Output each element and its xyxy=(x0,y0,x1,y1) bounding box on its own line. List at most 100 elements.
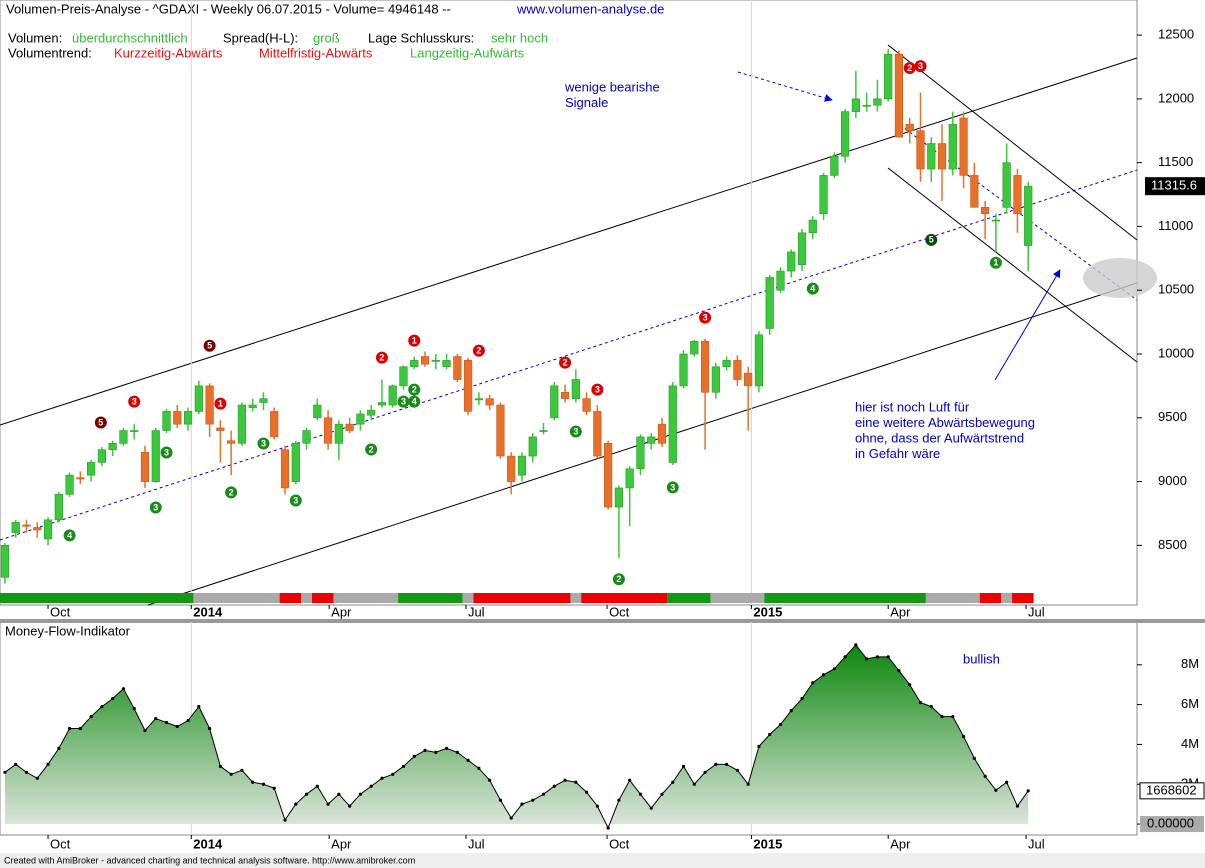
mf-point xyxy=(768,732,772,737)
mf-point xyxy=(757,744,761,749)
mf-point xyxy=(649,806,653,810)
mf-point xyxy=(961,734,966,739)
mf-point xyxy=(100,705,104,709)
x-tick-label: Jul xyxy=(1028,836,1045,851)
mf-point xyxy=(994,788,998,792)
candle-body xyxy=(410,360,419,368)
x-tick-label: 2014 xyxy=(193,836,223,851)
trend-segment xyxy=(764,593,926,603)
annotation-line: ohne, dass der Aufwärtstrend xyxy=(855,430,1024,445)
signal-marker xyxy=(914,60,927,73)
mf-point xyxy=(951,714,955,719)
website-link[interactable]: www.volumen-analyse.de xyxy=(516,1,664,16)
signal-marker xyxy=(160,446,173,459)
candle-body xyxy=(323,417,333,444)
mf-point xyxy=(251,780,255,784)
candle-body xyxy=(151,430,160,482)
candle-body xyxy=(119,430,128,444)
mf-point xyxy=(14,762,18,766)
candle-body xyxy=(54,494,63,521)
mf-point xyxy=(401,764,406,768)
signal-label: 2 xyxy=(412,384,417,394)
signal-label: 3 xyxy=(164,447,169,457)
y-tick-label: 10000 xyxy=(1158,345,1194,360)
candle-body xyxy=(916,130,925,170)
candle-body xyxy=(1013,175,1022,214)
trend-segment xyxy=(279,593,302,603)
candle-body xyxy=(442,360,451,368)
signal-label: 2 xyxy=(907,63,912,73)
candle-body xyxy=(474,398,483,401)
candle-body xyxy=(905,124,914,132)
candle-body xyxy=(11,522,20,533)
mf-point xyxy=(57,746,61,751)
y-tick-label: 8500 xyxy=(1158,537,1187,552)
candle-body xyxy=(884,53,893,100)
x-tick-label: Oct xyxy=(609,836,630,851)
candle-body xyxy=(754,334,764,387)
candle-body xyxy=(162,411,171,431)
channel-mid xyxy=(0,169,1138,541)
annotation-line: hier ist noch Luft für xyxy=(855,399,970,414)
info-text: Lage Schlusskurs: xyxy=(368,30,474,45)
mf-point xyxy=(391,772,395,776)
mf-point xyxy=(1026,789,1030,793)
candle-body xyxy=(873,98,882,106)
arrow-bearish xyxy=(737,71,833,102)
panel-separator xyxy=(0,619,1205,623)
annotation-line: in Gefahr wäre xyxy=(855,446,940,461)
signal-label: 3 xyxy=(595,384,600,394)
mf-point xyxy=(821,673,826,677)
mf-point xyxy=(175,724,179,729)
signal-label: 2 xyxy=(563,358,568,368)
x-tick-label: 2015 xyxy=(753,604,782,619)
mf-point xyxy=(778,722,783,727)
mf-point xyxy=(584,790,589,794)
candle-body xyxy=(614,487,624,508)
trend-segment xyxy=(0,593,194,603)
candle-body xyxy=(927,143,936,170)
signal-label: 5 xyxy=(207,341,212,351)
signal-marker xyxy=(408,383,421,396)
mf-point xyxy=(1015,804,1020,808)
trend-segment xyxy=(979,593,1002,603)
mf-point xyxy=(477,766,481,770)
signal-label: 1 xyxy=(412,335,417,345)
mf-point xyxy=(843,655,847,659)
mf-point xyxy=(875,655,880,659)
candle-body xyxy=(970,175,979,208)
mf-point xyxy=(444,746,449,751)
candle-body xyxy=(173,411,182,425)
candle-body xyxy=(528,436,537,457)
signal-marker xyxy=(289,494,302,507)
mf-point xyxy=(78,726,82,731)
signal-marker xyxy=(408,395,421,408)
candle-body xyxy=(237,404,247,444)
last-price-label: 11315.6 xyxy=(1151,178,1197,193)
candle-body xyxy=(550,385,559,419)
signal-marker xyxy=(225,486,238,499)
y-tick-label: 12500 xyxy=(1158,27,1194,42)
mf-point xyxy=(197,705,201,709)
trend-segment xyxy=(473,593,571,603)
signal-marker xyxy=(806,282,819,295)
signal-marker xyxy=(925,233,938,246)
candle-body xyxy=(894,53,904,138)
signal-label: 4 xyxy=(412,396,417,406)
mf-point xyxy=(488,778,492,782)
mf-annotation: bullish xyxy=(963,651,1000,666)
signal-label: 5 xyxy=(98,417,103,427)
mf-point xyxy=(520,802,524,806)
trend-segment xyxy=(925,593,980,603)
mf-point xyxy=(865,657,869,661)
candle-body xyxy=(431,360,440,362)
signal-label: 3 xyxy=(293,495,298,505)
signal-marker xyxy=(559,356,572,369)
mf-point xyxy=(897,669,901,673)
signal-label: 2 xyxy=(229,487,234,497)
signal-marker xyxy=(94,416,107,429)
y-tick-label: 6M xyxy=(1181,696,1199,711)
x-tick-label: Apr xyxy=(331,604,352,619)
arrow-room xyxy=(994,269,1061,381)
candle-body xyxy=(87,462,96,476)
